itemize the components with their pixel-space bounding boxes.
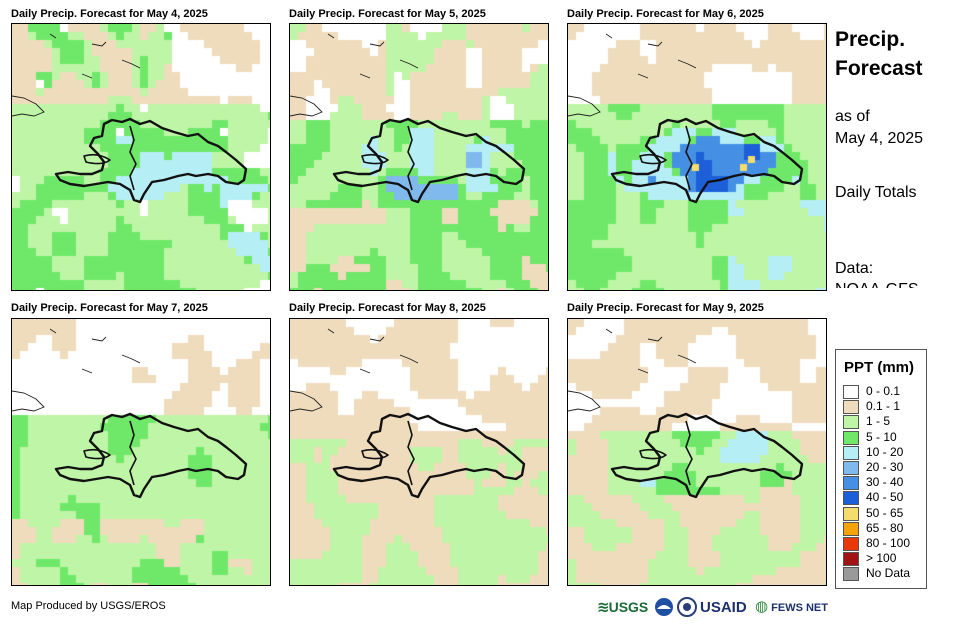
legend-swatch [843,521,859,536]
island-outline [290,328,526,499]
island-outline [568,33,804,204]
fews-net-logo: ◍ FEWS NET [755,598,828,615]
panel-title-4: Daily Precip. Forecast for May 7, 2025 [11,302,208,314]
legend-swatch [843,385,859,399]
usaid-logo: USAID [700,599,747,616]
panel-title-6: Daily Precip. Forecast for May 9, 2025 [567,302,764,314]
island-outline [12,328,248,499]
data-source: NOAA-GFS [835,279,919,288]
island-outline [290,33,526,204]
legend-label: 30 - 40 [866,475,904,490]
noaa-logo [654,596,674,618]
dos-seal-logo [677,596,697,618]
precip-map-may-5 [289,23,549,291]
legend-label: 50 - 65 [866,505,904,520]
legend-label: No Data [866,566,911,581]
precip-map-may-6 [567,23,827,291]
legend-title: PPT (mm) [844,359,915,376]
panel-title-3: Daily Precip. Forecast for May 6, 2025 [567,8,764,20]
credit-text: Map Produced by USGS/EROS [11,600,166,612]
legend-swatch [843,506,859,521]
precip-map-may-8 [289,318,549,586]
panel-title-5: Daily Precip. Forecast for May 8, 2025 [289,302,486,314]
as-of-date: May 4, 2025 [835,130,924,147]
legend-swatch [843,476,859,491]
legend-swatch [843,400,859,415]
legend-label: 65 - 80 [866,520,904,535]
as-of-label: as of [835,108,870,125]
data-source-clip: NOAA-GFS [835,258,965,288]
legend-swatch [843,445,859,460]
legend-label: 0.1 - 1 [866,399,901,414]
legend-swatch [843,461,859,475]
precip-map-may-7 [11,318,271,586]
legend-label: 20 - 30 [866,460,904,474]
precip-map-may-4 [11,23,271,291]
legend-label: 5 - 10 [866,429,897,444]
panel-title-1: Daily Precip. Forecast for May 4, 2025 [11,8,208,20]
island-outline [12,33,248,204]
legend-swatch [843,552,859,567]
legend-swatch [843,567,859,582]
side-title: Precip. Forecast [835,28,923,80]
legend-swatch [843,537,859,551]
precip-map-may-9 [567,318,827,586]
legend-swatch [843,491,859,506]
legend-label: 80 - 100 [866,536,911,550]
legend-swatch [843,430,859,445]
data-label: Data: [835,260,874,277]
usgs-logo: ≋USGS [597,599,649,616]
island-outline [568,328,804,499]
legend-label: > 100 [866,551,897,566]
logo-strip: ≋USGS USAID ◍ FEWS NET [597,596,832,618]
legend-label: 10 - 20 [866,444,904,459]
legend-swatch [843,415,859,430]
legend-label: 40 - 50 [866,490,904,505]
legend-label: 1 - 5 [866,414,891,429]
panel-title-2: Daily Precip. Forecast for May 5, 2025 [289,8,486,20]
legend-label: 0 - 0.1 [866,384,901,398]
daily-totals-label: Daily Totals [835,184,917,201]
